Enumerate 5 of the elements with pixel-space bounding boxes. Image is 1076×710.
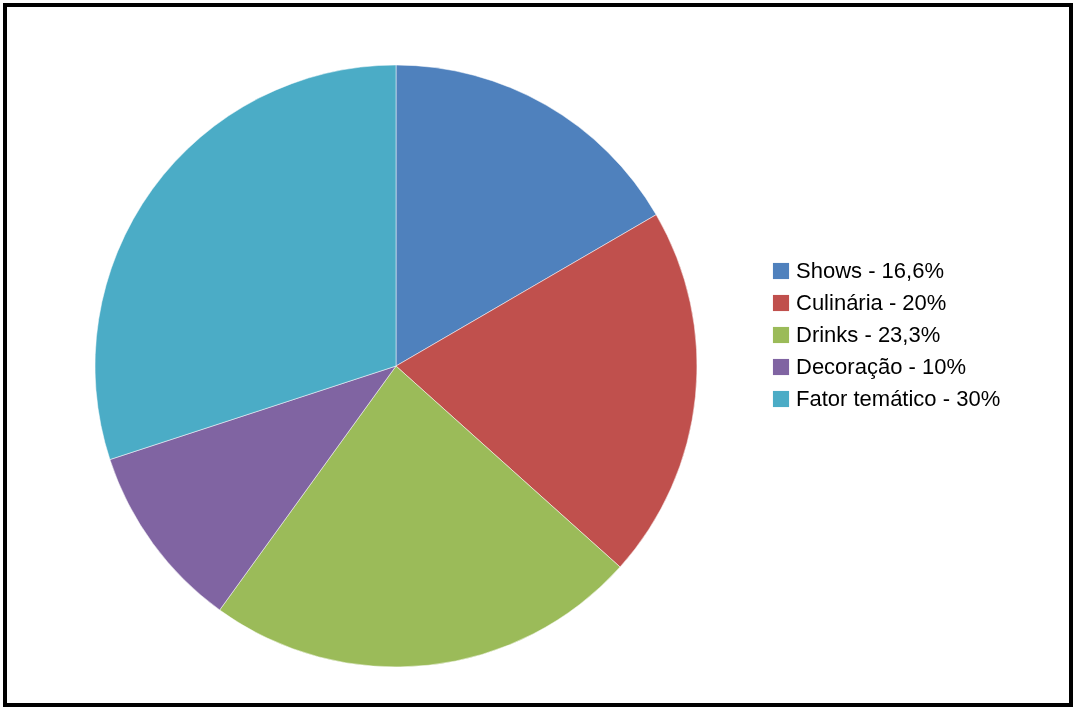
legend-label: Shows - 16,6% [796,258,944,283]
legend-label: Culinária - 20% [796,290,947,315]
legend-label: Fator temático - 30% [796,386,1001,411]
legend-label: Drinks - 23,3% [796,322,941,347]
legend-label: Decoração - 10% [796,354,966,379]
